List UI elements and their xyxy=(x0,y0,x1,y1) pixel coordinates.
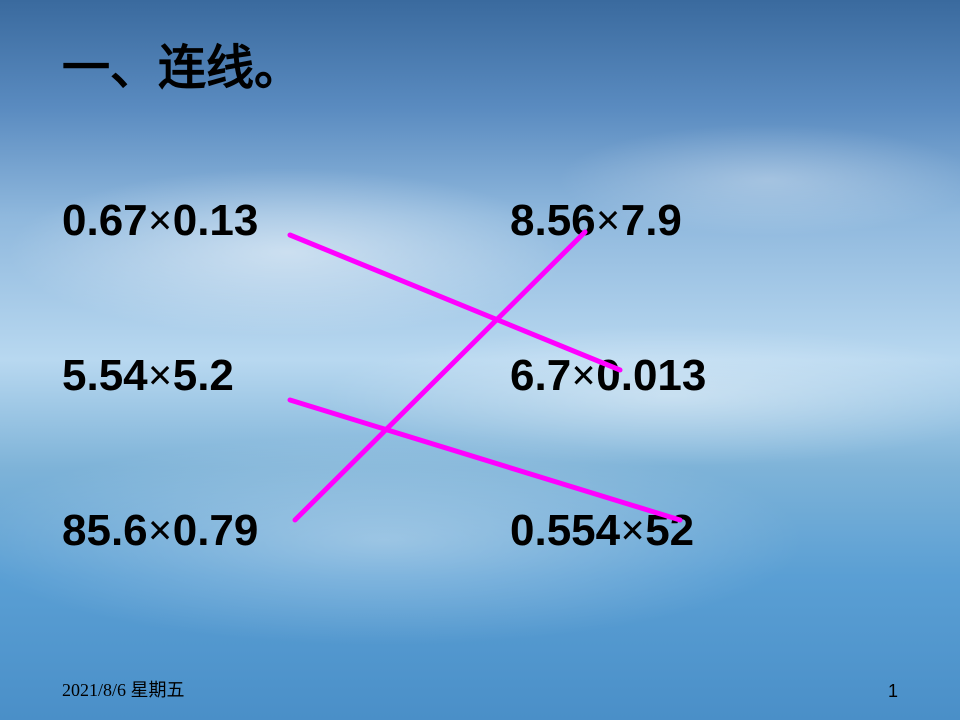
line-2 xyxy=(290,400,680,520)
expr-r3c1: 85.6×0.79 xyxy=(62,505,258,556)
expr-r3c2: 0.554×52 xyxy=(510,505,694,556)
expr-r1c2: 8.56×7.9 xyxy=(510,195,682,246)
multiply-icon: × xyxy=(620,506,645,555)
operand-b: 0.79 xyxy=(173,506,259,555)
expr-r2c2: 6.7×0.013 xyxy=(510,350,706,401)
operand-a: 5.54 xyxy=(62,351,148,400)
footer-page: 1 xyxy=(888,681,898,702)
operand-a: 0.67 xyxy=(62,196,148,245)
expr-r1c1: 0.67×0.13 xyxy=(62,195,258,246)
operand-b: 5.2 xyxy=(173,351,234,400)
operand-b: 0.013 xyxy=(596,351,706,400)
multiply-icon: × xyxy=(148,506,173,555)
multiply-icon: × xyxy=(596,196,621,245)
multiply-icon: × xyxy=(148,351,173,400)
operand-b: 52 xyxy=(645,506,694,555)
operand-b: 7.9 xyxy=(621,196,682,245)
operand-a: 6.7 xyxy=(510,351,571,400)
multiply-icon: × xyxy=(148,196,173,245)
operand-a: 85.6 xyxy=(62,506,148,555)
footer-date: 2021/8/6 星期五 xyxy=(62,676,185,702)
operand-a: 0.554 xyxy=(510,506,620,555)
operand-a: 8.56 xyxy=(510,196,596,245)
slide-title: 一、连线。 xyxy=(62,28,302,98)
slide: 一、连线。 0.67×0.13 8.56×7.9 5.54×5.2 6.7×0.… xyxy=(0,0,960,720)
expr-r2c1: 5.54×5.2 xyxy=(62,350,234,401)
multiply-icon: × xyxy=(571,351,596,400)
operand-b: 0.13 xyxy=(173,196,259,245)
